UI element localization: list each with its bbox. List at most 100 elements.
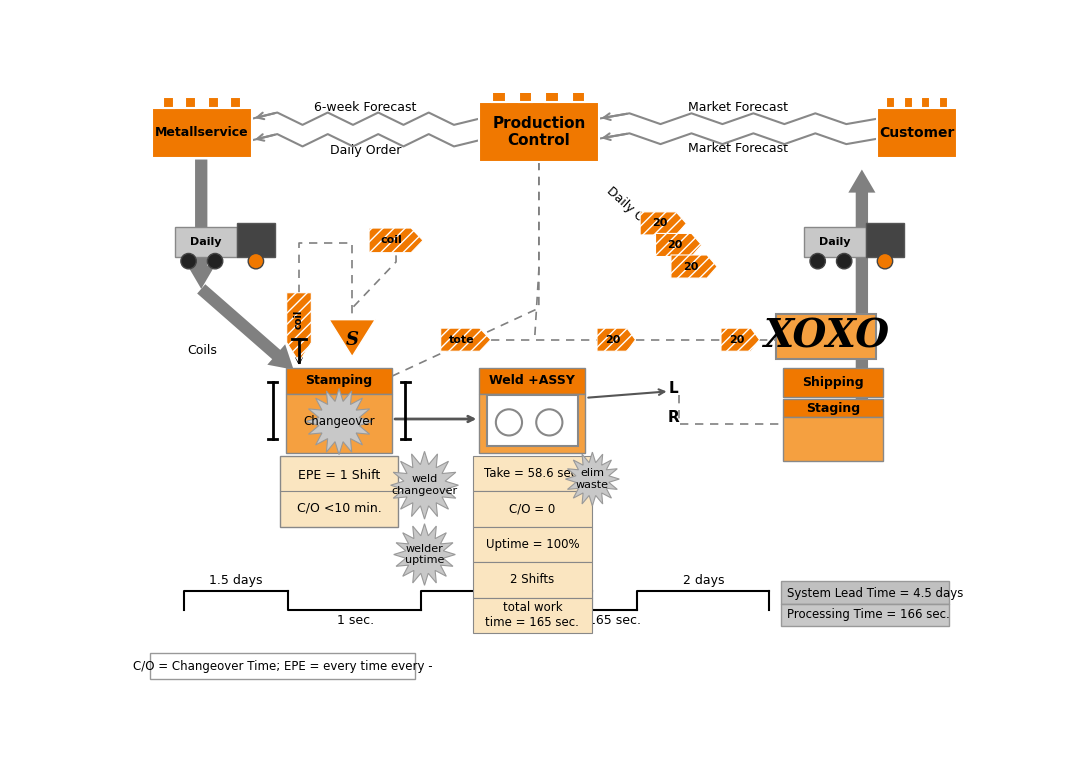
Polygon shape: [287, 293, 311, 362]
Text: C/O <10 min.: C/O <10 min.: [297, 501, 381, 514]
Text: 20: 20: [667, 240, 682, 250]
FancyBboxPatch shape: [286, 393, 392, 453]
Text: S: S: [345, 332, 358, 349]
FancyBboxPatch shape: [805, 227, 865, 257]
Text: Weld +ASSY: Weld +ASSY: [490, 375, 575, 387]
Text: C/O = Changeover Time; EPE = every time every -: C/O = Changeover Time; EPE = every time …: [132, 660, 432, 672]
Text: Customer: Customer: [879, 126, 954, 140]
Text: C/O = 0: C/O = 0: [509, 503, 556, 516]
FancyBboxPatch shape: [572, 89, 585, 102]
Polygon shape: [640, 212, 687, 235]
FancyBboxPatch shape: [519, 89, 532, 102]
Text: Market Forecast: Market Forecast: [688, 142, 788, 155]
Text: coil: coil: [381, 235, 403, 245]
Polygon shape: [394, 524, 455, 585]
Text: coil: coil: [293, 309, 304, 328]
Text: elim
waste: elim waste: [576, 468, 609, 490]
Polygon shape: [655, 234, 702, 257]
FancyBboxPatch shape: [208, 97, 219, 108]
FancyBboxPatch shape: [479, 393, 586, 453]
Text: XOXO: XOXO: [762, 318, 889, 355]
Text: 1 day: 1 day: [490, 574, 524, 588]
Circle shape: [810, 254, 825, 269]
Circle shape: [877, 254, 892, 269]
Circle shape: [496, 409, 522, 436]
Text: Stamping: Stamping: [305, 375, 373, 387]
Polygon shape: [565, 452, 619, 506]
Polygon shape: [329, 320, 375, 357]
Text: 20: 20: [605, 335, 621, 345]
Polygon shape: [197, 284, 293, 370]
FancyBboxPatch shape: [783, 417, 884, 460]
FancyBboxPatch shape: [152, 108, 252, 158]
FancyBboxPatch shape: [877, 108, 956, 158]
Text: Coils: Coils: [187, 344, 217, 357]
Polygon shape: [671, 255, 717, 278]
Text: Production
Control: Production Control: [492, 116, 586, 148]
Text: Daily: Daily: [819, 237, 850, 247]
Polygon shape: [369, 228, 423, 253]
FancyBboxPatch shape: [149, 653, 415, 679]
FancyBboxPatch shape: [479, 102, 599, 162]
FancyBboxPatch shape: [939, 97, 948, 108]
Text: 1.5 days: 1.5 days: [209, 574, 262, 588]
Circle shape: [181, 254, 196, 269]
FancyBboxPatch shape: [286, 369, 392, 393]
Text: Changeover: Changeover: [303, 415, 375, 428]
Text: 20: 20: [682, 261, 699, 271]
Text: 20: 20: [652, 218, 667, 228]
Text: Metallservice: Metallservice: [155, 126, 249, 140]
FancyBboxPatch shape: [865, 223, 904, 257]
FancyBboxPatch shape: [783, 399, 884, 417]
FancyBboxPatch shape: [185, 97, 196, 108]
Text: weld
changeover: weld changeover: [391, 474, 458, 496]
Text: Shipping: Shipping: [803, 376, 864, 389]
Text: Market Forecast: Market Forecast: [688, 102, 788, 114]
Polygon shape: [187, 160, 214, 289]
Text: EPE = 1 Shift: EPE = 1 Shift: [298, 469, 380, 482]
Polygon shape: [597, 328, 636, 352]
Text: 2 Shifts: 2 Shifts: [510, 574, 554, 587]
FancyBboxPatch shape: [473, 491, 591, 527]
Text: Take = 58.6 sec.: Take = 58.6 sec.: [484, 467, 580, 480]
Polygon shape: [391, 451, 458, 519]
Text: Daily Order: Daily Order: [604, 185, 666, 242]
FancyBboxPatch shape: [164, 97, 174, 108]
FancyBboxPatch shape: [237, 223, 275, 257]
FancyBboxPatch shape: [775, 315, 876, 359]
FancyBboxPatch shape: [479, 369, 586, 393]
Text: Daily: Daily: [191, 237, 222, 247]
Text: Daily Order: Daily Order: [330, 143, 402, 157]
FancyBboxPatch shape: [473, 527, 591, 562]
FancyBboxPatch shape: [279, 456, 399, 527]
Polygon shape: [305, 389, 373, 455]
FancyBboxPatch shape: [781, 581, 949, 604]
Circle shape: [536, 409, 562, 436]
Text: 1 sec.: 1 sec.: [337, 614, 374, 628]
FancyBboxPatch shape: [473, 456, 591, 491]
Text: Processing Time = 166 sec.: Processing Time = 166 sec.: [787, 608, 950, 621]
Text: 2 days: 2 days: [682, 574, 725, 588]
FancyBboxPatch shape: [175, 227, 237, 257]
Text: Uptime = 100%: Uptime = 100%: [485, 538, 579, 551]
FancyBboxPatch shape: [886, 97, 895, 108]
Text: tote: tote: [448, 335, 474, 345]
FancyBboxPatch shape: [230, 97, 240, 108]
Circle shape: [248, 254, 263, 269]
Text: Staging: Staging: [807, 402, 861, 415]
FancyBboxPatch shape: [473, 562, 591, 598]
Circle shape: [207, 254, 223, 269]
Circle shape: [836, 254, 852, 269]
Text: total work
time = 165 sec.: total work time = 165 sec.: [485, 601, 579, 629]
Text: 20: 20: [730, 335, 745, 345]
Text: 6-week Forecast: 6-week Forecast: [314, 102, 417, 114]
Text: R: R: [667, 410, 679, 425]
FancyBboxPatch shape: [487, 396, 577, 446]
Polygon shape: [721, 328, 759, 352]
FancyBboxPatch shape: [546, 89, 559, 102]
FancyBboxPatch shape: [781, 604, 949, 626]
Text: 165 sec.: 165 sec.: [588, 614, 641, 628]
FancyBboxPatch shape: [493, 89, 506, 102]
Text: welder
uptime: welder uptime: [405, 544, 444, 565]
Polygon shape: [441, 328, 491, 352]
